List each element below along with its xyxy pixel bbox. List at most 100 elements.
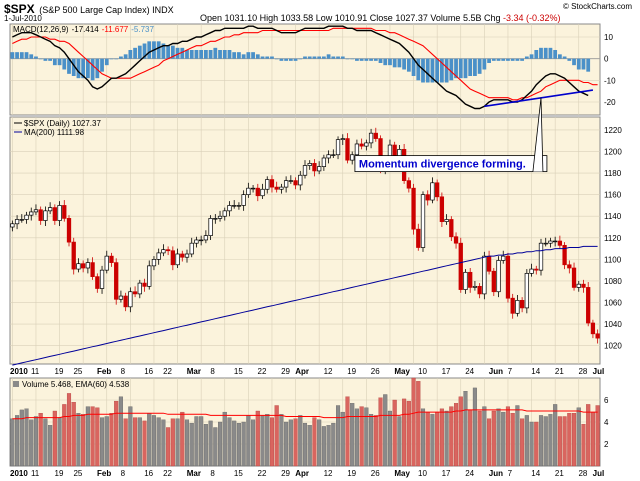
macd-histogram-bar [482, 58, 487, 70]
price-candle [595, 333, 600, 339]
price-tick-label: 1140 [604, 212, 622, 221]
price-candle [345, 138, 350, 161]
date-axis-label: 14 [531, 469, 540, 478]
price-candle [189, 242, 194, 255]
macd-histogram-bar [170, 45, 175, 59]
close-value: 1027.37 [395, 13, 428, 23]
volume-bar [491, 410, 496, 467]
price-candle [538, 242, 544, 271]
macd-histogram-bar [373, 58, 378, 61]
macd-histogram-bar [477, 58, 482, 74]
price-candle [208, 218, 213, 236]
volume-bar [458, 396, 463, 467]
price-candle [529, 268, 534, 274]
price-candle [340, 138, 345, 141]
volume-bar [10, 418, 15, 467]
volume-bar [444, 410, 449, 467]
date-axis-label: 16 [144, 367, 153, 376]
volume-bar [180, 411, 185, 467]
low-value: 1010.91 [334, 13, 368, 23]
volume-tick-label: 6 [604, 396, 609, 405]
price-candle [411, 187, 416, 230]
macd-line [12, 25, 589, 110]
volume-tick-label: 2 [604, 440, 609, 449]
volume-bar [161, 419, 166, 467]
price-candle [534, 268, 539, 271]
price-candle [420, 194, 426, 248]
volume-bar [133, 417, 138, 467]
volume-bar [166, 427, 171, 467]
macd-histogram-bar [265, 56, 270, 59]
price-candle [165, 249, 171, 252]
volume-bar [534, 421, 539, 467]
price-candle [439, 196, 445, 222]
macd-histogram-bar [213, 47, 218, 59]
macd-tick-label: -10 [604, 76, 616, 85]
volume-bar [496, 408, 501, 467]
price-candle [331, 154, 336, 156]
price-candle [288, 180, 293, 182]
macd-histogram-bar [29, 54, 34, 59]
macd-histogram-bar [510, 58, 515, 61]
volume-value: 5.5B [462, 13, 482, 23]
symbol-title: $SPX (S&P 500 Large Cap Index) INDX [4, 2, 174, 16]
macd-histogram-bar [62, 58, 67, 70]
volume-bar [463, 391, 468, 467]
volume-bar [137, 417, 142, 467]
macd-histogram-bar [43, 58, 48, 61]
price-tick-label: 1160 [604, 191, 622, 200]
volume-bar [510, 413, 515, 467]
volume-bar [331, 422, 336, 467]
price-candle [76, 263, 81, 270]
macd-histogram-bar [534, 50, 539, 59]
price-candle [241, 194, 246, 206]
macd-histogram-bar [180, 47, 185, 59]
date-axis-label: 29 [281, 469, 290, 478]
date-axis-label: Jun [489, 367, 503, 376]
macd-histogram-bar [293, 58, 298, 61]
date-axis-label: Feb [97, 469, 111, 478]
macd-histogram-bar [317, 56, 322, 59]
macd-histogram-bar [458, 58, 463, 79]
volume-bar [576, 407, 581, 467]
macd-histogram-bar [557, 54, 562, 59]
date-axis-label: 8 [210, 367, 215, 376]
macd-histogram-bar [19, 52, 24, 59]
macd-histogram-bar [562, 56, 567, 59]
price-candle [265, 179, 270, 190]
volume-bar [15, 415, 20, 467]
volume-bar [232, 420, 237, 467]
price-tick-label: 1100 [604, 255, 622, 264]
date-axis-label: Jun [489, 469, 503, 478]
date-axis-label: 28 [578, 469, 587, 478]
price-candle [496, 260, 501, 293]
volume-bar [383, 394, 388, 467]
volume-bar [350, 403, 355, 467]
macd-tick-label: 0 [604, 55, 609, 64]
volume-bar [269, 417, 274, 467]
volume-bar [454, 403, 459, 467]
price-candle [269, 179, 275, 188]
price-candle [137, 282, 142, 295]
panel-background [9, 116, 601, 365]
volume-legend: Volume 5.468, EMA(60) 4.538 [22, 380, 130, 389]
macd-tick-label: 10 [604, 33, 613, 42]
volume-bar [218, 421, 223, 467]
macd-histogram-bar [199, 50, 204, 59]
price-candle [293, 180, 298, 186]
volume-bar [66, 393, 72, 467]
price-legend: $SPX (Daily) 1027.37 [24, 119, 101, 128]
volume-bar [184, 419, 190, 467]
macd-histogram-bar [539, 47, 543, 59]
price-candle [543, 242, 548, 245]
volume-bar [364, 407, 369, 467]
macd-histogram-bar [284, 58, 289, 61]
annotation-text: Momentum divergence forming. [359, 159, 526, 171]
macd-histogram-bar [251, 52, 255, 59]
price-candle [510, 297, 515, 314]
price-candle [47, 207, 53, 212]
price-candle [19, 219, 24, 221]
price-candle [317, 166, 322, 172]
volume-bar [505, 406, 510, 467]
price-candle [435, 182, 440, 198]
